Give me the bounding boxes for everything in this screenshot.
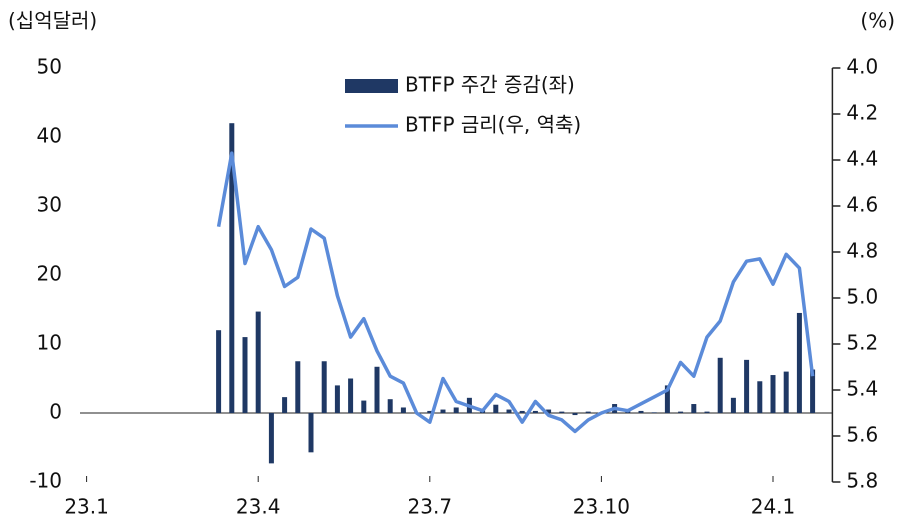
bar — [242, 337, 248, 413]
bar — [348, 378, 354, 413]
y-tick-label: -10 — [29, 469, 62, 493]
bar — [770, 375, 776, 413]
bar — [796, 312, 802, 413]
y-axis-label: (십억달러) — [8, 9, 97, 33]
bar — [255, 311, 261, 413]
y-tick-label: 0 — [49, 400, 62, 424]
bar — [216, 330, 222, 413]
bar — [638, 410, 644, 413]
legend-label: BTFP 금리(우, 역축) — [405, 113, 581, 137]
x-tick-label: 24.1 — [751, 495, 796, 519]
y2-tick-label: 4.8 — [846, 239, 878, 263]
bar — [268, 413, 274, 464]
bar — [730, 397, 736, 413]
bar — [321, 361, 327, 413]
bar — [400, 407, 406, 413]
bar — [546, 409, 552, 413]
bar — [704, 411, 710, 413]
legend-label: BTFP 주간 증감(좌) — [405, 73, 575, 97]
bar — [282, 397, 288, 413]
y2-tick-label: 4.6 — [846, 193, 878, 217]
y2-tick-label: 5.8 — [846, 469, 878, 493]
y-tick-label: 40 — [37, 124, 62, 148]
bar — [506, 409, 512, 413]
bar — [810, 369, 816, 413]
x-tick-label: 23.10 — [573, 495, 630, 519]
bar — [664, 385, 670, 413]
bar — [744, 359, 750, 413]
bar — [572, 413, 578, 416]
y2-tick-label: 4.0 — [846, 55, 878, 79]
y2-tick-label: 5.6 — [846, 423, 878, 447]
x-tick-label: 23.4 — [236, 495, 281, 519]
bar — [651, 412, 657, 413]
bar — [440, 409, 446, 413]
bar — [585, 411, 591, 413]
y2-tick-label: 4.2 — [846, 101, 878, 125]
bar — [757, 381, 763, 413]
bar — [387, 399, 393, 413]
bar — [691, 404, 697, 413]
y-tick-label: 20 — [37, 262, 62, 286]
bar — [532, 410, 538, 413]
bar — [334, 385, 340, 413]
bar — [295, 361, 301, 413]
x-tick-label: 23.1 — [64, 495, 109, 519]
y-tick-label: 10 — [37, 331, 62, 355]
y2-tick-label: 5.4 — [846, 377, 878, 401]
bar — [493, 404, 499, 413]
bar — [308, 413, 314, 453]
bar — [427, 410, 433, 413]
y2-tick-label: 5.2 — [846, 331, 878, 355]
y-tick-label: 50 — [37, 55, 62, 79]
bar — [229, 123, 235, 413]
bar — [717, 357, 723, 413]
bar — [361, 400, 367, 413]
x-tick-label: 23.7 — [408, 495, 453, 519]
bar — [519, 410, 525, 413]
legend-swatch — [345, 79, 398, 93]
bar — [783, 371, 789, 413]
bar — [453, 407, 459, 413]
bar — [559, 411, 565, 413]
bar — [374, 366, 380, 413]
y-tick-label: 30 — [37, 193, 62, 217]
y2-axis-label: (%) — [860, 9, 895, 33]
bar — [678, 411, 684, 413]
y2-tick-label: 5.0 — [846, 285, 878, 309]
y2-tick-label: 4.4 — [846, 147, 878, 171]
line — [216, 151, 815, 434]
